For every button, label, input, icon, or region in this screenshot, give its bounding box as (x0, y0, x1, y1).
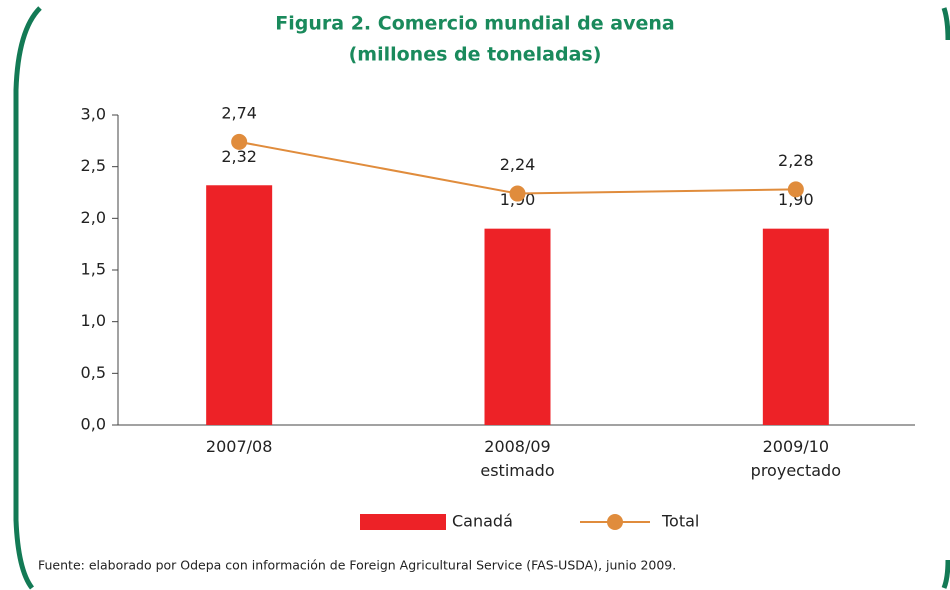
bar (762, 228, 829, 425)
y-tick-label: 0,0 (81, 415, 106, 434)
legend-swatch (607, 514, 623, 530)
bar-value-label: 1,90 (778, 190, 814, 209)
line-marker (509, 185, 526, 202)
line-value-label: 2,24 (500, 155, 536, 174)
legend-label: Total (661, 512, 699, 531)
source-note: Fuente: elaborado por Odepa con informac… (38, 558, 676, 573)
bar (484, 228, 551, 425)
frame-bracket (13, 6, 42, 590)
bar (206, 185, 273, 425)
frame-bracket (941, 559, 950, 589)
line-marker (787, 181, 804, 198)
y-tick-label: 3,0 (81, 105, 106, 124)
line-value-label: 2,28 (778, 151, 814, 170)
chart-title: Figura 2. Comercio mundial de avena (275, 13, 674, 35)
frame-bracket (941, 7, 950, 41)
bar-value-label: 2,32 (221, 147, 257, 166)
y-tick-label: 0,5 (81, 363, 106, 382)
line-value-label: 2,74 (221, 103, 257, 122)
line-marker (231, 133, 248, 150)
x-tick-label: 2007/08 (205, 437, 273, 456)
legend-swatch (360, 514, 446, 530)
y-tick-label: 2,5 (81, 156, 106, 175)
y-tick-label: 1,5 (81, 260, 106, 279)
y-tick-label: 1,0 (81, 311, 106, 330)
x-tick-label: 2009/10 proyectado (750, 437, 841, 480)
chart-subtitle: (millones de toneladas) (349, 44, 602, 66)
y-tick-label: 2,0 (81, 208, 106, 227)
legend-label: Canadá (452, 512, 513, 531)
x-tick-label: 2008/09 estimado (480, 437, 555, 480)
